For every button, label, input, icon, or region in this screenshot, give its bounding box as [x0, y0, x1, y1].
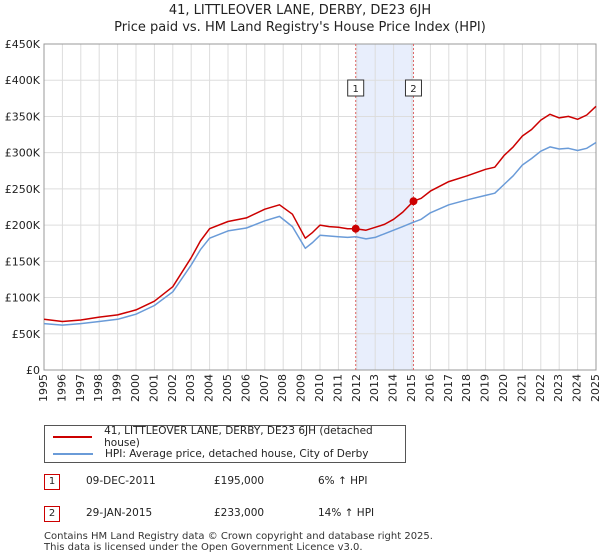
series-line-hpi: [43, 141, 597, 326]
x-tick-label: 2000: [129, 374, 142, 402]
x-tick-label: 2019: [479, 374, 492, 402]
x-tick-label: 2006: [239, 374, 252, 402]
x-tick-label: 2009: [295, 374, 308, 402]
x-tick-label: 2016: [423, 374, 436, 402]
x-tick-label: 2008: [276, 374, 289, 402]
x-tick-label: 2023: [552, 374, 565, 402]
x-tick-label: 2012: [350, 374, 363, 402]
y-tick-label: £250K: [5, 183, 41, 196]
legend: 41, LITTLEOVER LANE, DERBY, DE23 6JH (de…: [44, 425, 406, 463]
legend-label-property: 41, LITTLEOVER LANE, DERBY, DE23 6JH (de…: [104, 425, 373, 449]
x-tick-label: 2010: [313, 374, 326, 402]
sale-number-badge: 2: [44, 506, 60, 522]
footer-license: This data is licensed under the Open Gov…: [44, 542, 363, 553]
x-tick-label: 2001: [147, 374, 160, 402]
price-chart: £0 £50K £100K £150K £200K £250K £300K £350K £400…: [5, 38, 600, 402]
x-tick-label: 2025: [589, 374, 600, 402]
sale-period-shade: [355, 44, 414, 370]
x-tick-label: 2007: [258, 374, 271, 402]
legend-item-hpi: HPI: Average price, detached house, City…: [53, 446, 368, 462]
sale-point: [409, 197, 418, 206]
y-tick-label: £200K: [5, 219, 41, 232]
x-tick-label: 2014: [387, 374, 400, 402]
legend-swatch-property: [53, 436, 93, 438]
y-tick-label: £300K: [5, 147, 41, 160]
x-tick-label: 2020: [497, 374, 510, 402]
x-tick-label: 2024: [571, 374, 584, 402]
x-tick-label: 2021: [515, 374, 528, 402]
x-tick-label: 2005: [221, 374, 234, 402]
y-tick-label: £0: [26, 364, 40, 377]
x-tick-label: 2015: [405, 374, 418, 402]
y-tick-label: £150K: [5, 255, 41, 268]
series-line-property: [43, 105, 597, 323]
x-tick-label: 2004: [203, 374, 216, 402]
x-tick-label: 1995: [37, 374, 50, 402]
x-tick-label: 2017: [442, 374, 455, 402]
sale-row: 1 09-DEC-2011 £195,000 6% ↑ HPI: [44, 474, 464, 494]
x-tick-label: 2002: [166, 374, 179, 402]
y-tick-label: £350K: [5, 110, 41, 123]
x-tick-label: 1999: [111, 374, 124, 402]
sale-label-text: 1: [353, 84, 359, 95]
sale-hpi-change: 14% ↑ HPI: [318, 507, 375, 519]
x-tick-label: 2022: [534, 374, 547, 402]
sale-price: £195,000: [214, 475, 265, 487]
x-tick-label: 1998: [92, 374, 105, 402]
y-tick-label: £100K: [5, 292, 41, 305]
legend-item-property: 41, LITTLEOVER LANE, DERBY, DE23 6JH (de…: [53, 425, 405, 449]
sale-label-box: [347, 79, 365, 97]
y-tick-label: £50K: [12, 328, 41, 341]
sale-point: [351, 224, 360, 233]
sale-hpi-change: 6% ↑ HPI: [318, 475, 368, 487]
x-tick-label: 1996: [55, 374, 68, 402]
sale-label-text: 2: [410, 84, 416, 95]
sale-price: £233,000: [214, 507, 265, 519]
sale-row: 2 29-JAN-2015 £233,000 14% ↑ HPI: [44, 506, 464, 526]
x-tick-label: 2013: [368, 374, 381, 402]
x-tick-label: 1997: [74, 374, 87, 402]
sale-date: 29-JAN-2015: [86, 507, 153, 519]
plot-frame: [43, 43, 597, 371]
sale-number-badge: 1: [44, 474, 60, 490]
sale-label-box: [404, 79, 422, 97]
legend-label-hpi: HPI: Average price, detached house, City…: [105, 448, 369, 460]
y-tick-label: £450K: [5, 38, 41, 51]
sale-date: 09-DEC-2011: [86, 475, 156, 487]
chart-subtitle: Price paid vs. HM Land Registry's House …: [114, 20, 486, 35]
legend-swatch-hpi: [53, 453, 93, 455]
x-tick-label: 2003: [184, 374, 197, 402]
x-tick-label: 2011: [331, 374, 344, 402]
y-tick-label: £400K: [5, 74, 41, 87]
x-tick-label: 2018: [460, 374, 473, 402]
footer: Contains HM Land Registry data © Crown c…: [44, 531, 433, 553]
chart-title: 41, LITTLEOVER LANE, DERBY, DE23 6JH: [168, 3, 432, 18]
footer-copyright: Contains HM Land Registry data © Crown c…: [44, 531, 433, 542]
